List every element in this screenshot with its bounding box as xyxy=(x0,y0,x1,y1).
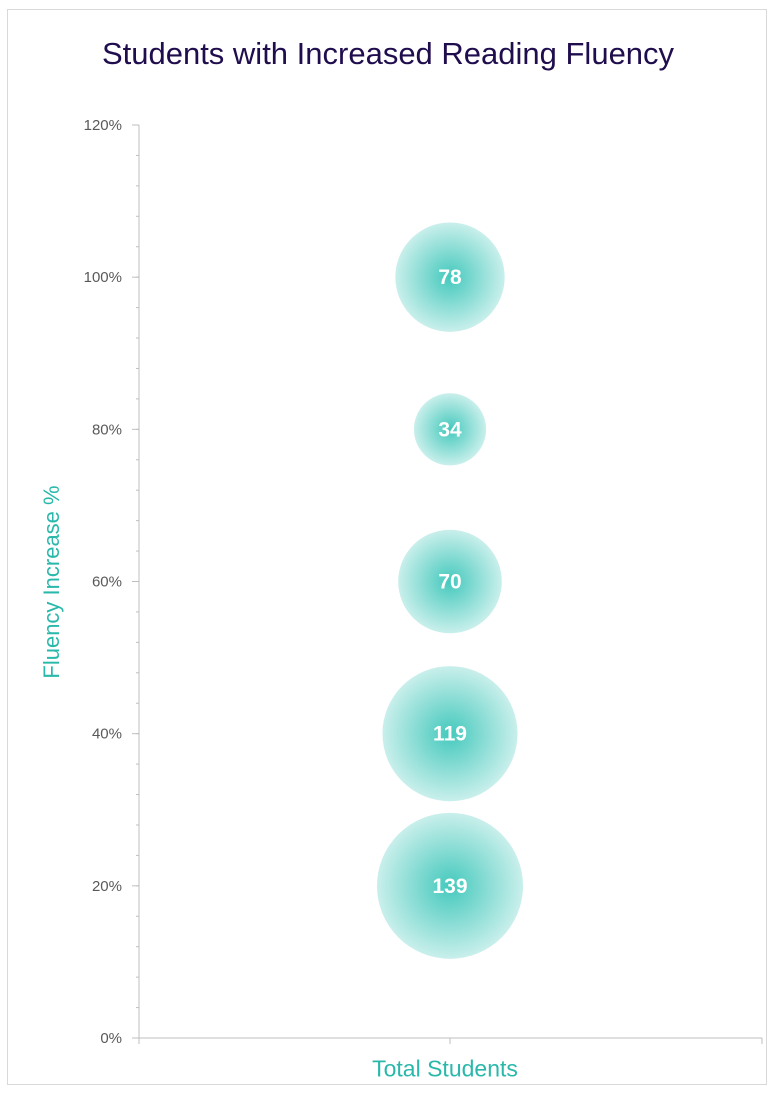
bubble xyxy=(398,529,502,634)
bubble-data-label: 119 xyxy=(433,723,467,746)
bubble-data-label: 78 xyxy=(438,266,462,289)
y-tick-label: 40% xyxy=(92,726,122,743)
bubble-data-label: 34 xyxy=(438,418,462,441)
y-tick-label: 60% xyxy=(92,574,122,591)
y-tick-label: 120% xyxy=(84,117,122,134)
x-axis-title: Total Students xyxy=(372,1055,518,1082)
bubble-data-label: 70 xyxy=(438,571,461,594)
bubble xyxy=(395,222,505,332)
bubble xyxy=(377,812,523,959)
bubbles: 78 34 70 119 139 xyxy=(377,222,523,959)
y-tick-label: 0% xyxy=(100,1030,122,1047)
bubble xyxy=(382,666,518,802)
bubble xyxy=(413,393,487,466)
bubble-data-label: 139 xyxy=(432,875,467,898)
y-tick-label: 20% xyxy=(92,878,122,895)
chart-title: Students with Increased Reading Fluency xyxy=(101,36,675,71)
y-tick-label: 100% xyxy=(84,269,122,286)
axes: 0% 20% 40% 60% 80% 100% 120% xyxy=(84,117,763,1047)
y-tick-label: 80% xyxy=(92,421,122,438)
